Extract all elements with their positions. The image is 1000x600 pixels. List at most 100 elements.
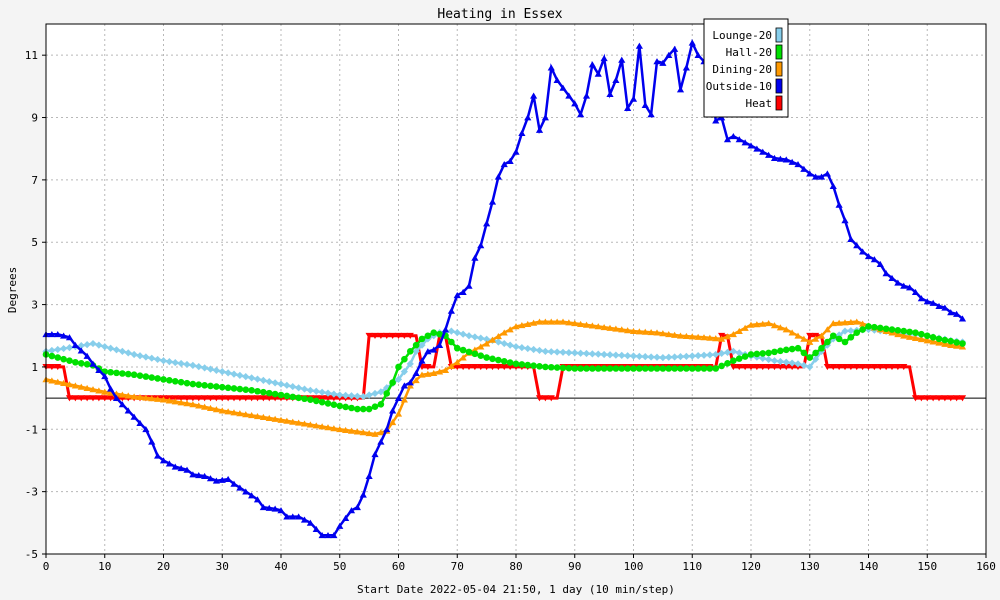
outside-10-point [394,394,403,401]
outside-10-point [277,507,285,514]
x-tick-label: 50 [333,560,346,573]
heat-point [236,395,244,402]
lounge-20-point [347,392,356,400]
hall-20-point [201,382,208,389]
hall-20-point [72,358,79,366]
dining-20-point [641,328,649,335]
dining-20-point [530,319,538,326]
hall-20-point [371,403,379,410]
series-dining-20 [42,318,967,437]
hall-20-point [859,326,866,333]
outside-10-point [259,503,267,511]
legend-label-outside-10: Outside-10 [706,80,772,93]
outside-10-point [923,298,931,305]
x-tick-label: 10 [98,560,111,573]
dining-20-point [441,366,450,373]
lounge-20-point [418,341,426,349]
lounge-20-point [729,347,737,355]
dining-20-point [447,362,455,370]
lounge-20-point [212,366,220,374]
hall-20-point [888,326,896,333]
heat-point [841,364,849,371]
heat-point [483,364,491,371]
heat-point [477,364,485,371]
hall-20-point [489,355,496,363]
lounge-20-point [559,348,567,356]
hall-20-point [688,365,696,372]
dining-20-point [124,392,132,399]
heat-point [259,395,267,402]
lounge-20-point [518,344,526,352]
legend-swatch-hall-20 [775,44,783,60]
outside-10-point [870,256,878,263]
lounge-20-point [641,353,649,361]
dining-20-point [377,429,385,436]
outside-10-point [671,45,679,52]
hall-20-point [824,338,831,346]
legend: Lounge-20 Hall-20 Dining-20 Outside-10 Heat [703,18,789,118]
outside-10-point [759,148,767,155]
hall-20-point [453,344,461,352]
heat-point [424,364,432,371]
heat-point [95,395,103,402]
outside-10-point [159,457,168,464]
dining-20-point [95,387,103,394]
dining-20-point [253,412,262,420]
heat-point [847,364,855,371]
outside-10-point [383,426,391,433]
outside-10-point [894,279,902,286]
hall-20-point [260,388,267,396]
hall-20-point [354,405,361,413]
dining-20-point [624,327,632,334]
lounge-20-point [735,349,743,357]
lounge-20-point [547,348,555,356]
hall-20-point [547,363,555,371]
outside-10-point [453,291,461,299]
lounge-20-point [571,349,579,357]
hall-20-point [765,349,772,357]
lounge-20-point [506,341,514,349]
dining-20-point [359,429,367,436]
dining-20-point [389,419,397,426]
hall-20-point [395,363,402,371]
hall-20-point [430,329,438,336]
outside-10-point [347,507,356,514]
outside-10-point [136,419,144,426]
dining-20-point [347,427,356,434]
lounge-20-point [95,341,103,349]
lounge-20-point [782,358,790,366]
hall-20-point [383,390,391,397]
hall-20-point [119,370,126,377]
dining-20-point [559,318,567,325]
outside-10-point [177,465,185,472]
y-tick-label: -3 [25,486,38,499]
hall-20-point [577,365,584,372]
hall-20-point [929,334,937,341]
lounge-20-point [406,360,414,368]
hall-20-point [236,385,244,393]
hall-20-point [788,345,796,353]
heat-point [941,395,949,402]
heat-point [400,332,408,340]
outside-10-point [694,51,702,59]
lounge-20-point [700,351,708,359]
hall-20-point [436,330,443,338]
hall-20-point [160,376,167,383]
outside-10-point [477,242,485,249]
outside-10-point [412,369,420,377]
outside-10-point [83,352,91,359]
heat-point [729,364,737,371]
heat-point [365,332,373,340]
y-tick-label: 1 [31,361,38,374]
outside-10-point [770,154,779,161]
outside-10-point [142,426,150,433]
outside-10-point [112,394,121,401]
outside-10-point [318,532,326,539]
outside-10-point [130,413,138,420]
heat-point [83,395,91,402]
lounge-20-point [371,389,379,398]
lounge-20-point [171,358,179,367]
dining-20-point [535,318,544,325]
heat-point [206,395,215,402]
dining-20-point [770,322,779,329]
